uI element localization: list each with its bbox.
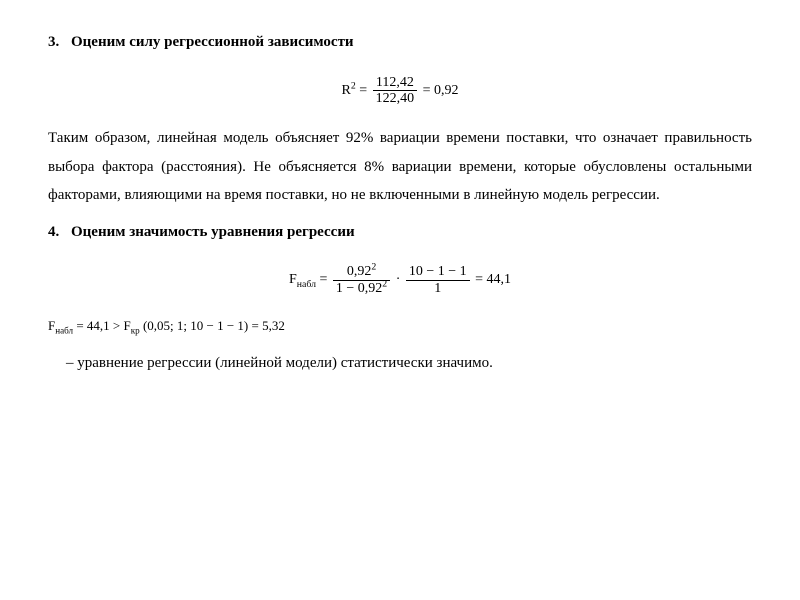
section-3-number: 3. bbox=[48, 28, 59, 57]
r2-frac-num: 112,42 bbox=[373, 75, 418, 91]
section-4-title: Оценим значимость уравнения регрессии bbox=[71, 224, 355, 240]
fcmp-lhs-sub: набл bbox=[55, 326, 73, 336]
fcmp-lhs-val: = 44,1 > bbox=[76, 318, 120, 333]
r2-base: R bbox=[341, 83, 350, 98]
f-frac1-num-exp: 2 bbox=[371, 262, 376, 273]
f-sub: набл bbox=[297, 279, 316, 290]
fcmp-lhs: Fнабл bbox=[48, 318, 76, 333]
f-base: F bbox=[289, 272, 297, 287]
r2-result: = 0,92 bbox=[423, 83, 459, 98]
fcmp-rhs: Fкр bbox=[124, 318, 143, 333]
page: 3. Оценим силу регрессионной зависимости… bbox=[0, 0, 800, 600]
f-frac1-num-base: 0,92 bbox=[347, 264, 372, 279]
r2-fraction: 112,42 122,40 bbox=[373, 75, 418, 107]
f-eq: = bbox=[319, 272, 327, 287]
f-frac2-den: 1 bbox=[406, 281, 470, 296]
f-frac1-den-pre: 1 − 0,92 bbox=[336, 281, 382, 296]
f-frac1-den: 1 − 0,922 bbox=[333, 281, 390, 296]
section-3-title: Оценим силу регрессионной зависимости bbox=[71, 34, 354, 50]
section-3-heading: 3. Оценим силу регрессионной зависимости bbox=[48, 28, 752, 57]
r2-frac-den: 122,40 bbox=[373, 91, 418, 106]
f-frac1-den-exp: 2 bbox=[382, 278, 387, 289]
r-squared-formula: R2 = 112,42 122,40 = 0,92 bbox=[48, 75, 752, 107]
section-4-number: 4. bbox=[48, 218, 59, 247]
r2-lhs: R2 bbox=[341, 83, 359, 98]
r2-exp: 2 bbox=[351, 80, 356, 91]
f-dot: · bbox=[396, 272, 401, 287]
section-4-conclusion: – уравнение регрессии (линейной модели) … bbox=[48, 349, 752, 378]
f-lhs: Fнабл bbox=[289, 272, 320, 287]
f-frac2-num: 10 − 1 − 1 bbox=[406, 264, 470, 280]
f-frac2: 10 − 1 − 1 1 bbox=[406, 264, 470, 296]
f-frac1: 0,922 1 − 0,922 bbox=[333, 264, 390, 296]
f-observed-formula: Fнабл = 0,922 1 − 0,922 · 10 − 1 − 1 1 =… bbox=[48, 264, 752, 296]
f-comparison: Fнабл = 44,1 > Fкр (0,05; 1; 10 − 1 − 1)… bbox=[48, 314, 752, 339]
section-4-heading: 4. Оценим значимость уравнения регрессии bbox=[48, 218, 752, 247]
f-result: = 44,1 bbox=[475, 272, 511, 287]
fcmp-rhs-sub: кр bbox=[131, 326, 140, 336]
section-3-paragraph: Таким образом, линейная модель объясняет… bbox=[48, 124, 752, 210]
fcmp-rhs-args: (0,05; 1; 10 − 1 − 1) = 5,32 bbox=[143, 318, 285, 333]
r2-equals-1: = bbox=[359, 83, 370, 98]
fcmp-rhs-base: F bbox=[124, 318, 131, 333]
